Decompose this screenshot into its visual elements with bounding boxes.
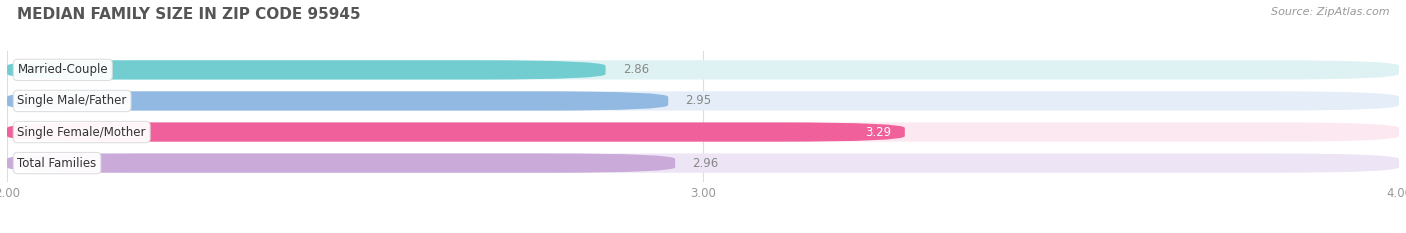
Text: 2.86: 2.86: [623, 63, 650, 76]
FancyBboxPatch shape: [7, 91, 668, 111]
Text: Total Families: Total Families: [17, 157, 97, 170]
Text: Source: ZipAtlas.com: Source: ZipAtlas.com: [1271, 7, 1389, 17]
Text: Single Female/Mother: Single Female/Mother: [17, 126, 146, 139]
FancyBboxPatch shape: [7, 154, 675, 173]
Text: 2.96: 2.96: [693, 157, 718, 170]
Text: 2.95: 2.95: [686, 94, 711, 107]
Text: 3.29: 3.29: [865, 126, 891, 139]
Text: MEDIAN FAMILY SIZE IN ZIP CODE 95945: MEDIAN FAMILY SIZE IN ZIP CODE 95945: [17, 7, 360, 22]
FancyBboxPatch shape: [7, 60, 606, 79]
Text: Single Male/Father: Single Male/Father: [17, 94, 127, 107]
FancyBboxPatch shape: [7, 154, 1399, 173]
FancyBboxPatch shape: [7, 122, 905, 142]
FancyBboxPatch shape: [7, 122, 1399, 142]
Text: Married-Couple: Married-Couple: [17, 63, 108, 76]
FancyBboxPatch shape: [7, 91, 1399, 111]
FancyBboxPatch shape: [7, 60, 1399, 79]
